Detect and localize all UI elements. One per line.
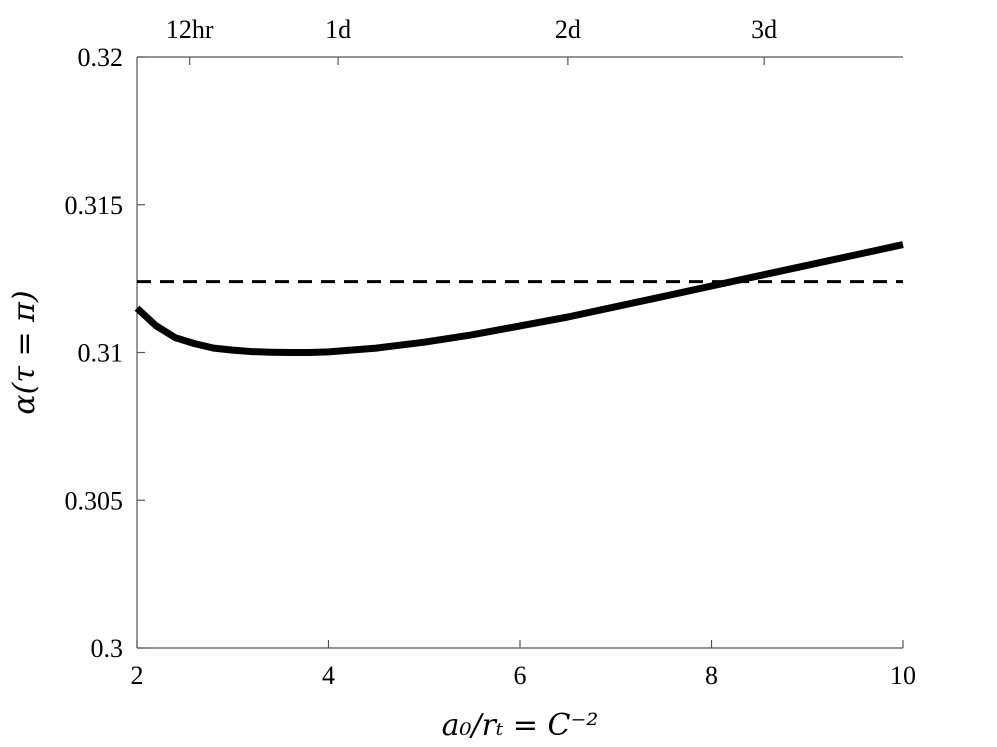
top-tick-label: 2d: [555, 15, 581, 44]
top-tick-label: 1d: [325, 15, 351, 44]
top-axis-ticks: 12hr 1d 2d 3d: [166, 15, 777, 65]
solid-curve-line: [134, 241, 904, 356]
y-tick-label: 0.31: [78, 339, 124, 368]
x-tick-label: 2: [131, 661, 144, 690]
y-tick-label: 0.305: [65, 486, 124, 515]
x-tick-label: 8: [705, 661, 718, 690]
series-layer: [134, 241, 904, 356]
y-tick-label: 0.3: [91, 634, 124, 663]
y-tick-label: 0.315: [65, 191, 124, 220]
y-tick-label: 0.32: [78, 43, 124, 72]
top-tick-label: 12hr: [166, 15, 214, 44]
x-axis-ticks: 2 4 6 8 10: [131, 640, 916, 690]
x-axis-label: a₀/rₜ = C⁻²: [442, 708, 599, 743]
x-tick-label: 10: [890, 661, 916, 690]
y-axis-label: α(τ = π): [7, 290, 42, 414]
x-tick-label: 6: [514, 661, 527, 690]
y-axis-ticks: 0.3 0.305 0.31 0.315 0.32: [65, 43, 145, 663]
top-tick-label: 3d: [751, 15, 777, 44]
x-tick-label: 4: [322, 661, 335, 690]
